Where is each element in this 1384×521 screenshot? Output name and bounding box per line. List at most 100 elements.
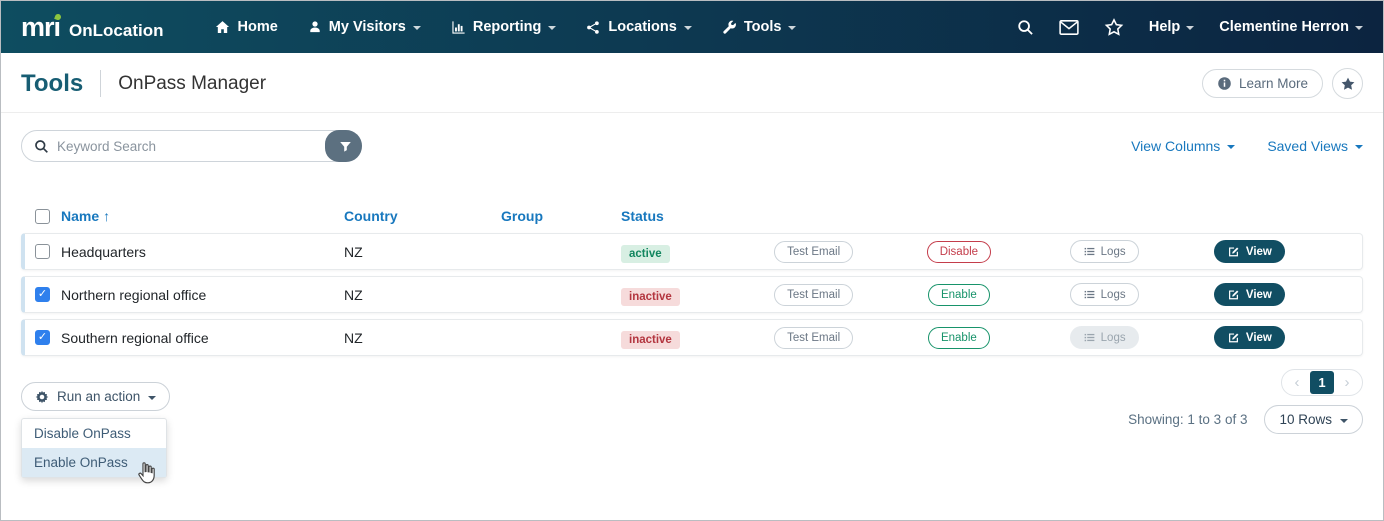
section-title: Tools	[21, 69, 84, 97]
row-checkbox[interactable]: ✓	[35, 287, 50, 302]
funnel-icon	[339, 140, 352, 153]
bar-chart-icon	[451, 20, 466, 35]
network-icon	[586, 20, 601, 35]
chevron-down-icon	[683, 26, 692, 30]
chevron-down-icon	[548, 26, 557, 30]
table-toolbar: View Columns Saved Views	[1, 113, 1383, 162]
enable-button[interactable]: Enable	[927, 326, 990, 349]
menu-item-disable-onpass[interactable]: Disable OnPass	[34, 426, 131, 441]
test-email-button[interactable]: Test Email	[774, 240, 854, 263]
row-checkbox[interactable]: ✓	[35, 330, 50, 345]
favorites-star-icon[interactable]	[1104, 17, 1124, 37]
row-checkbox[interactable]	[35, 244, 50, 259]
column-header-country[interactable]: Country	[344, 208, 398, 224]
column-header-group[interactable]: Group	[501, 208, 543, 224]
chevron-down-icon	[412, 26, 421, 30]
messages-envelope-icon[interactable]	[1059, 19, 1079, 36]
main-nav-menu: Home My Visitors Reporting Locations Tools	[185, 19, 797, 35]
column-header-name[interactable]: Name ↑	[61, 208, 111, 224]
run-action-area: Run an action Disable OnPass Enable OnPas…	[21, 382, 171, 484]
gear-icon	[35, 390, 49, 404]
location-country: NZ	[344, 329, 363, 346]
edit-icon	[1227, 245, 1240, 258]
table-row: ✓ Southern regional office NZ inactive Test …	[21, 319, 1363, 356]
mri-logo: mrı	[21, 11, 61, 42]
view-button[interactable]: View	[1213, 240, 1285, 263]
location-country: NZ	[344, 243, 363, 260]
search-bar	[21, 130, 362, 162]
view-button[interactable]: View	[1213, 283, 1285, 306]
disable-button[interactable]: Disable	[926, 240, 992, 263]
chevron-down-icon	[148, 395, 157, 400]
nav-item-tools[interactable]: Tools	[722, 19, 797, 35]
nav-item-my-visitors[interactable]: My Visitors	[308, 19, 421, 35]
test-email-button[interactable]: Test Email	[774, 326, 854, 349]
location-name: Northern regional office	[61, 286, 207, 303]
rows-per-page-selector[interactable]: 10 Rows	[1264, 405, 1363, 434]
run-action-dropdown-menu: Disable OnPass Enable OnPass	[21, 418, 167, 478]
logs-button[interactable]: Logs	[1069, 240, 1139, 263]
sort-ascending-icon: ↑	[103, 208, 111, 224]
favorite-page-button[interactable]	[1332, 68, 1363, 99]
location-country: NZ	[344, 286, 363, 303]
help-menu[interactable]: Help	[1149, 19, 1195, 35]
table-row: ✓ Northern regional office NZ inactive Test …	[21, 276, 1363, 313]
enable-button[interactable]: Enable	[927, 283, 990, 306]
table-footer: Run an action Disable OnPass Enable OnPas…	[21, 369, 1363, 484]
chevron-down-icon	[1227, 145, 1236, 149]
test-email-button[interactable]: Test Email	[774, 283, 854, 306]
logs-button[interactable]: Logs	[1069, 283, 1139, 306]
chevron-down-icon	[1355, 26, 1363, 30]
home-icon	[215, 20, 230, 35]
nav-item-reporting[interactable]: Reporting	[451, 19, 557, 35]
top-navbar: mrı OnLocation Home My Visitors Reporting L…	[1, 1, 1383, 53]
menu-item-enable-onpass[interactable]: Enable OnPass	[22, 448, 166, 477]
brand-logo[interactable]: mrı OnLocation	[21, 11, 164, 42]
navbar-right: Help Clementine Herron	[1017, 17, 1363, 37]
current-page-button[interactable]: 1	[1310, 371, 1334, 394]
view-button[interactable]: View	[1213, 326, 1285, 349]
showing-summary: Showing: 1 to 3 of 3	[1128, 412, 1248, 427]
user-menu[interactable]: Clementine Herron	[1219, 19, 1363, 35]
wrench-icon	[722, 20, 737, 35]
location-name: Headquarters	[61, 243, 146, 260]
filter-button[interactable]	[325, 130, 362, 162]
title-divider	[100, 70, 102, 97]
search-icon[interactable]	[1017, 19, 1034, 36]
table-body: Headquarters NZ active Test Email Disable Log…	[1, 233, 1383, 356]
next-page-button[interactable]: ›	[1344, 374, 1350, 391]
search-input[interactable]	[57, 138, 361, 154]
learn-more-button[interactable]: Learn More	[1201, 69, 1323, 98]
info-icon	[1217, 76, 1232, 91]
list-icon	[1083, 288, 1096, 301]
page-title: OnPass Manager	[118, 72, 267, 94]
nav-item-home[interactable]: Home	[215, 19, 278, 35]
edit-icon	[1227, 331, 1240, 344]
list-icon	[1083, 245, 1096, 258]
page-header: Tools OnPass Manager Learn More	[1, 53, 1383, 113]
chevron-down-icon	[788, 26, 797, 30]
person-icon	[308, 20, 322, 34]
column-header-status[interactable]: Status	[621, 208, 664, 224]
chevron-down-icon	[1340, 418, 1348, 423]
chevron-down-icon	[1355, 145, 1363, 149]
status-badge: inactive	[621, 330, 680, 349]
nav-item-locations[interactable]: Locations	[586, 19, 692, 35]
table-header-row: Name ↑ Country Group Status	[21, 208, 1363, 224]
list-icon	[1083, 331, 1096, 344]
star-icon	[1340, 76, 1356, 92]
run-an-action-button[interactable]: Run an action	[21, 382, 171, 411]
edit-icon	[1227, 288, 1240, 301]
saved-views-dropdown[interactable]: Saved Views	[1267, 138, 1363, 154]
status-badge: active	[621, 244, 670, 263]
logs-button[interactable]: Logs	[1069, 326, 1139, 349]
table-row: Headquarters NZ active Test Email Disable Log…	[21, 233, 1363, 270]
view-columns-dropdown[interactable]: View Columns	[1131, 138, 1236, 154]
select-all-checkbox[interactable]	[35, 208, 50, 224]
product-name: OnLocation	[69, 20, 164, 40]
search-icon	[34, 139, 49, 154]
pagination: ‹ 1 ›	[1281, 369, 1363, 396]
previous-page-button[interactable]: ‹	[1294, 374, 1300, 391]
status-badge: inactive	[621, 287, 680, 306]
